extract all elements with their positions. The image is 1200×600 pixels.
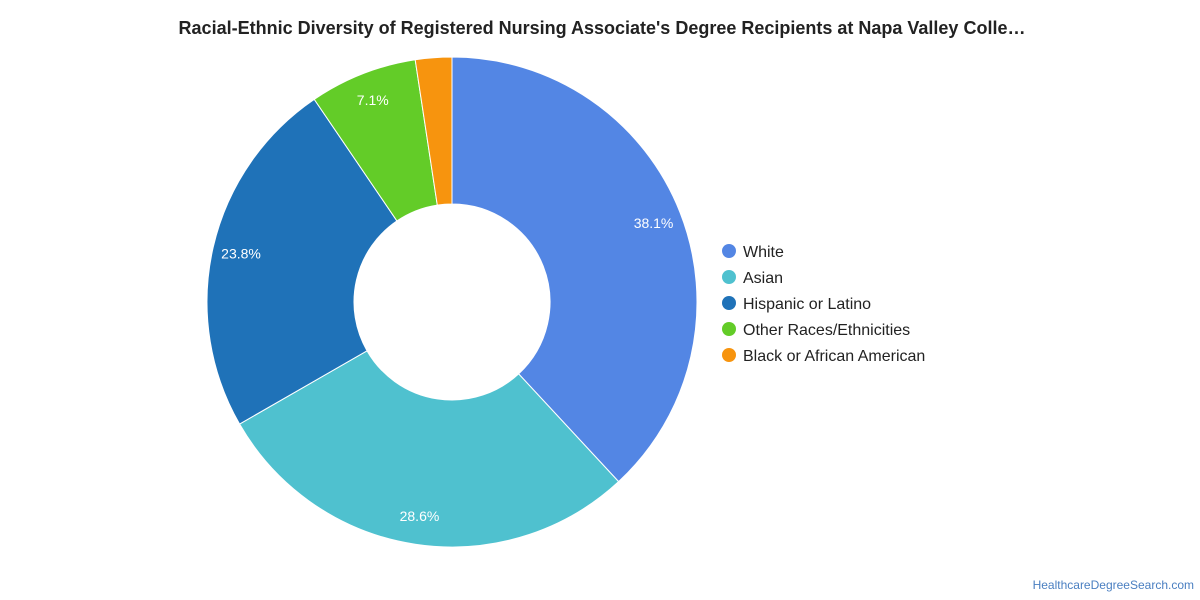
slice-label-other-races-ethnicities: 7.1% [357, 92, 389, 108]
legend-item-other-races-ethnicities[interactable]: Other Races/Ethnicities [722, 322, 910, 339]
legend-marker [722, 322, 736, 336]
legend-label: Asian [743, 270, 783, 287]
slice-label-asian: 28.6% [400, 508, 440, 524]
slice-label-white: 38.1% [634, 215, 674, 231]
legend-item-white[interactable]: White [722, 244, 784, 261]
legend-marker [722, 348, 736, 362]
chart-title: Racial-Ethnic Diversity of Registered Nu… [179, 18, 1026, 38]
legend-label: Other Races/Ethnicities [743, 322, 910, 339]
slice-labels-group: 38.1% 28.6% 23.8% 7.1% [221, 92, 673, 524]
slice-black-or-african-american[interactable] [414, 56, 453, 206]
legend-marker [722, 296, 736, 310]
legend-item-hispanic-or-latino[interactable]: Hispanic or Latino [722, 296, 871, 313]
slice-hispanic-or-latino[interactable] [206, 98, 398, 425]
slice-label-hispanic-or-latino: 23.8% [221, 245, 261, 261]
source-link[interactable]: HealthcareDegreeSearch.com [1032, 578, 1194, 592]
slices-group [206, 56, 698, 548]
legend-item-asian[interactable]: Asian [722, 270, 783, 287]
slice-asian[interactable] [238, 350, 620, 548]
legend-marker [722, 270, 736, 284]
legend-item-black-or-african-american[interactable]: Black or African American [722, 348, 925, 365]
legend: White Asian Hispanic or Latino Other Races/… [722, 244, 925, 365]
legend-label: White [743, 244, 784, 261]
legend-label: Hispanic or Latino [743, 296, 871, 313]
legend-marker [722, 244, 736, 258]
legend-label: Black or African American [743, 348, 925, 365]
slice-white[interactable] [451, 56, 698, 483]
